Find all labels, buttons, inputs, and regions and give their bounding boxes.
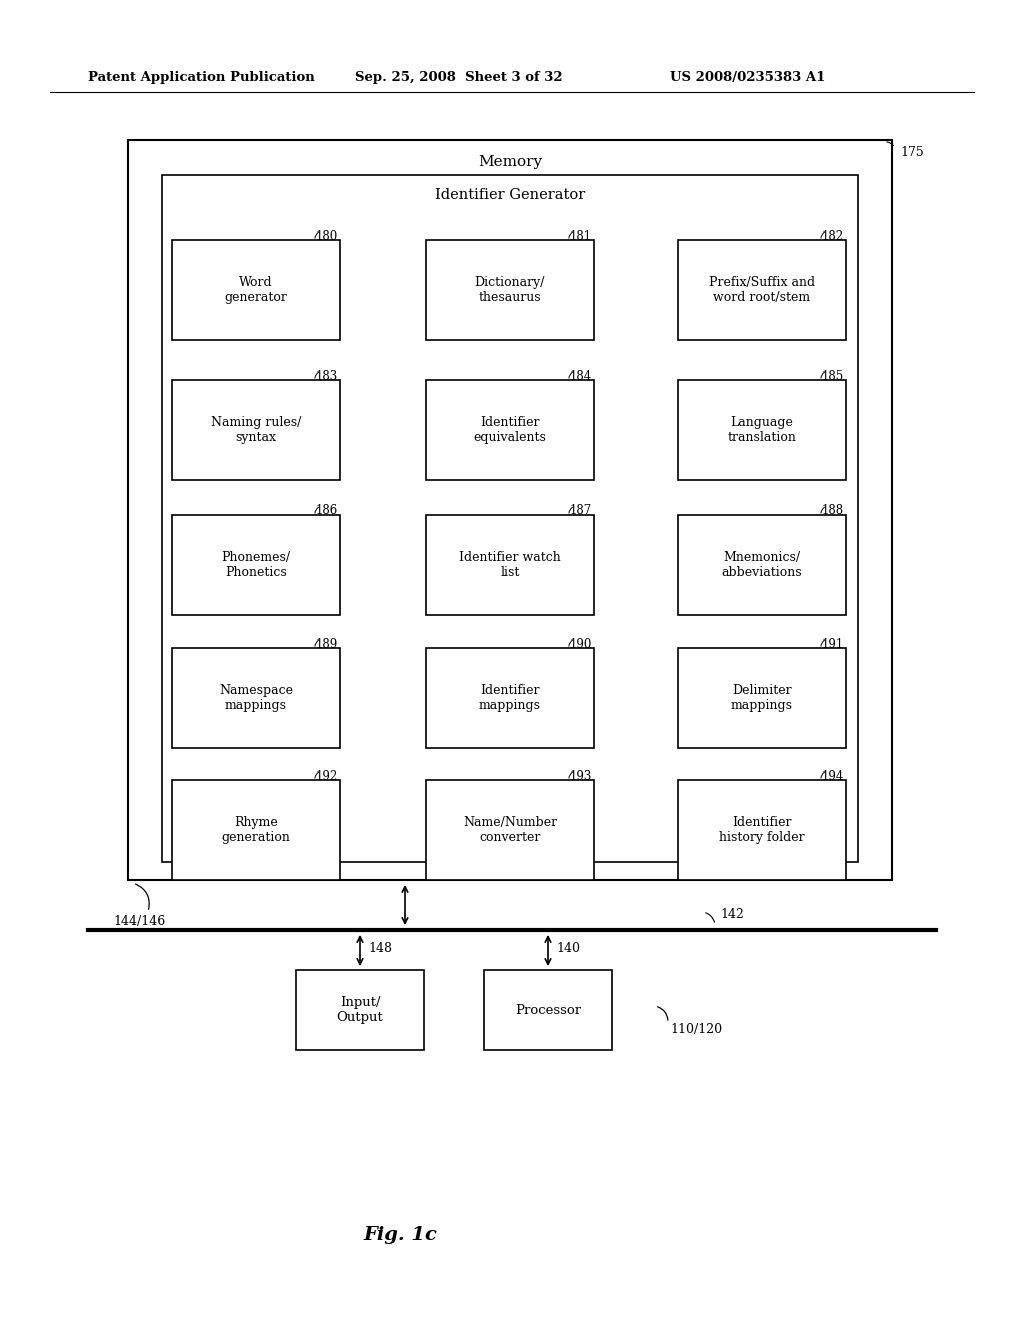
Bar xyxy=(678,380,846,480)
Bar xyxy=(678,515,846,615)
Text: Identifier Generator: Identifier Generator xyxy=(435,187,585,202)
Bar xyxy=(172,240,340,341)
Text: US 2008/0235383 A1: US 2008/0235383 A1 xyxy=(670,71,825,84)
Bar xyxy=(678,240,846,341)
Text: Identifier
mappings: Identifier mappings xyxy=(479,684,541,711)
Bar xyxy=(296,970,424,1049)
Text: Memory: Memory xyxy=(478,154,542,169)
Text: 183: 183 xyxy=(315,370,338,383)
Text: Name/Number
converter: Name/Number converter xyxy=(463,816,557,843)
Bar xyxy=(172,648,340,748)
Bar xyxy=(172,380,340,480)
Text: 110/120: 110/120 xyxy=(670,1023,722,1036)
Text: 184: 184 xyxy=(569,370,592,383)
Text: Processor: Processor xyxy=(515,1003,581,1016)
Text: Identifier
equivalents: Identifier equivalents xyxy=(473,416,547,444)
Bar xyxy=(128,140,892,880)
Text: 186: 186 xyxy=(315,504,338,517)
Text: Namespace
mappings: Namespace mappings xyxy=(219,684,293,711)
Text: Language
translation: Language translation xyxy=(728,416,797,444)
Text: 185: 185 xyxy=(821,370,844,383)
Text: 180: 180 xyxy=(315,230,338,243)
Text: 191: 191 xyxy=(821,638,844,651)
Text: Mnemonics/
abbeviations: Mnemonics/ abbeviations xyxy=(722,550,803,579)
Bar xyxy=(426,515,594,615)
Bar xyxy=(172,515,340,615)
Text: Delimiter
mappings: Delimiter mappings xyxy=(731,684,793,711)
Text: Sep. 25, 2008  Sheet 3 of 32: Sep. 25, 2008 Sheet 3 of 32 xyxy=(355,71,562,84)
Text: 142: 142 xyxy=(720,908,743,920)
Text: 189: 189 xyxy=(315,638,338,651)
Bar xyxy=(426,648,594,748)
Bar xyxy=(426,780,594,880)
Text: 144/146: 144/146 xyxy=(113,916,165,928)
Text: Input/
Output: Input/ Output xyxy=(337,997,383,1024)
Text: Word
generator: Word generator xyxy=(224,276,288,304)
Text: Identifier
history folder: Identifier history folder xyxy=(719,816,805,843)
Text: Rhyme
generation: Rhyme generation xyxy=(221,816,291,843)
Bar xyxy=(678,780,846,880)
Text: Dictionary/
thesaurus: Dictionary/ thesaurus xyxy=(475,276,545,304)
Text: Phonemes/
Phonetics: Phonemes/ Phonetics xyxy=(221,550,291,579)
Bar xyxy=(678,648,846,748)
Text: 194: 194 xyxy=(821,770,844,783)
Bar xyxy=(162,176,858,862)
Text: 148: 148 xyxy=(368,941,392,954)
Bar xyxy=(426,240,594,341)
Text: 181: 181 xyxy=(570,230,592,243)
Bar xyxy=(172,780,340,880)
Text: Patent Application Publication: Patent Application Publication xyxy=(88,71,314,84)
Text: Naming rules/
syntax: Naming rules/ syntax xyxy=(211,416,301,444)
Text: Fig. 1c: Fig. 1c xyxy=(364,1226,437,1243)
Text: 190: 190 xyxy=(569,638,592,651)
Text: 140: 140 xyxy=(556,941,580,954)
Text: 175: 175 xyxy=(900,145,924,158)
Text: 193: 193 xyxy=(569,770,592,783)
Text: Prefix/Suffix and
word root/stem: Prefix/Suffix and word root/stem xyxy=(709,276,815,304)
Text: 182: 182 xyxy=(822,230,844,243)
Text: Identifier watch
list: Identifier watch list xyxy=(459,550,561,579)
Text: 188: 188 xyxy=(822,504,844,517)
Text: 192: 192 xyxy=(315,770,338,783)
Bar xyxy=(484,970,612,1049)
Text: 187: 187 xyxy=(569,504,592,517)
Bar xyxy=(426,380,594,480)
